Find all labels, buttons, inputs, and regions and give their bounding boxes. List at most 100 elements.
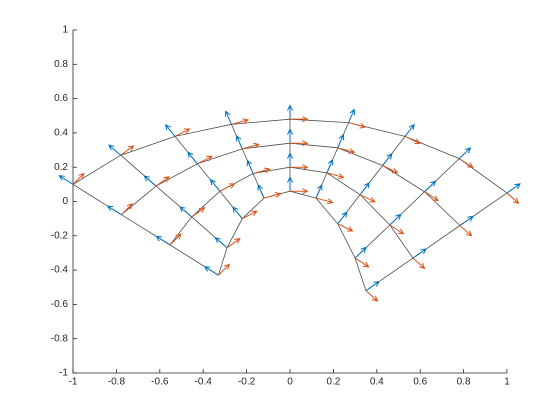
arrow <box>348 108 356 123</box>
arrow <box>169 233 182 246</box>
y-tick-label: -0.4 <box>51 265 69 276</box>
arrow <box>263 192 282 199</box>
arrow <box>72 172 85 185</box>
arrow <box>191 207 206 218</box>
arrow <box>219 183 236 192</box>
arrow <box>209 178 221 192</box>
arrow <box>506 192 520 204</box>
x-tick-label: 0 <box>287 377 293 388</box>
arrow <box>121 203 134 216</box>
arrow <box>290 116 309 123</box>
arrow <box>214 236 228 249</box>
arrow <box>337 223 354 232</box>
arrow <box>404 123 415 137</box>
x-tick-label: 0.4 <box>370 377 384 388</box>
arrow <box>412 257 426 270</box>
y-tick-label: 0.2 <box>54 162 68 173</box>
x-tick-label: -0.6 <box>151 377 169 388</box>
arrow <box>459 215 474 226</box>
arrow <box>226 237 241 249</box>
arrow <box>224 110 232 125</box>
arrow <box>365 280 380 292</box>
arrow <box>326 172 345 179</box>
arrow <box>174 128 191 137</box>
arrow <box>382 165 399 174</box>
arrow <box>290 164 309 171</box>
arrow <box>290 188 309 195</box>
arrow <box>287 176 293 192</box>
arrow <box>203 266 219 276</box>
y-tick-label: -0.2 <box>51 230 69 241</box>
arrow <box>458 158 474 168</box>
arrow <box>354 246 367 259</box>
y-tick-label: 0.6 <box>54 93 68 104</box>
arrow <box>412 248 427 259</box>
arrow <box>326 158 334 174</box>
arrow <box>197 155 213 165</box>
arrow <box>424 180 437 193</box>
x-tick-label: 0.2 <box>326 377 340 388</box>
mesh-line <box>354 158 460 259</box>
x-tick-label: 0.8 <box>457 377 471 388</box>
arrow <box>287 152 293 168</box>
x-tick-label: 1 <box>504 377 510 388</box>
arrow <box>155 176 170 187</box>
arrow <box>315 197 334 205</box>
arrow <box>232 206 243 219</box>
arrow <box>337 133 345 149</box>
arrow <box>389 213 402 226</box>
arrow <box>155 235 171 246</box>
y-tick-label: -0.8 <box>51 333 69 344</box>
arrow <box>365 290 379 302</box>
arrow <box>404 135 421 145</box>
mesh-line <box>72 184 219 276</box>
arrow <box>315 184 323 199</box>
arrow <box>120 145 135 156</box>
arrow <box>218 263 231 276</box>
arrow <box>290 140 309 147</box>
arrow <box>252 167 271 175</box>
arrow <box>382 152 393 166</box>
arrow <box>187 151 198 165</box>
arrow <box>424 191 439 202</box>
arrow <box>143 175 157 187</box>
arrow <box>458 147 472 159</box>
x-tick-label: 0.6 <box>413 377 427 388</box>
x-tick-label: -0.4 <box>195 377 213 388</box>
arrow <box>242 210 258 220</box>
arrow <box>506 183 521 194</box>
arrow <box>164 123 176 137</box>
arrow <box>108 144 122 156</box>
arrow <box>459 225 473 237</box>
y-tick-label: -0.6 <box>51 299 69 310</box>
arrow <box>235 134 243 150</box>
arrow <box>246 159 254 174</box>
arrow <box>106 205 122 216</box>
arrow <box>231 118 249 125</box>
arrow <box>359 182 370 195</box>
y-tick-label: 0.8 <box>54 59 68 70</box>
y-tick-label: 1 <box>62 25 68 36</box>
mesh-line <box>174 136 243 219</box>
y-tick-label: 0 <box>62 196 68 207</box>
mesh-line <box>337 136 406 225</box>
y-tick-label: 0.4 <box>54 128 68 139</box>
arrow <box>337 211 348 225</box>
y-tick-label: -1 <box>59 368 68 379</box>
mesh-line <box>120 154 228 249</box>
x-tick-label: -0.2 <box>238 377 256 388</box>
arrow <box>242 142 260 150</box>
arrow <box>389 224 405 235</box>
arrow <box>287 128 293 144</box>
x-tick-label: -1 <box>69 377 78 388</box>
arrow <box>257 184 265 199</box>
arrow <box>179 206 193 218</box>
arrow <box>348 122 367 129</box>
x-tick-label: -0.8 <box>108 377 126 388</box>
arrow <box>287 104 293 120</box>
arrow <box>359 194 376 203</box>
mesh-line <box>365 192 508 292</box>
arrow <box>354 257 370 268</box>
